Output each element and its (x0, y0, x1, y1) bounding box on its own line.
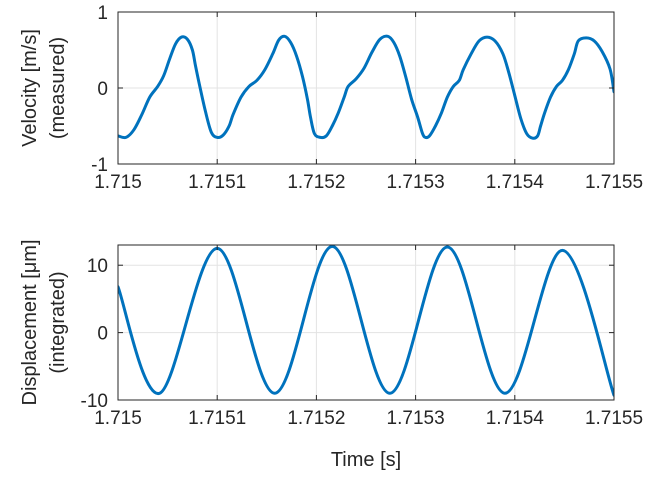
y-axis-label: Velocity [m/s] (19, 29, 41, 147)
y-tick-label: -10 (81, 391, 108, 412)
x-tick-label: 1.7155 (585, 172, 643, 193)
y-tick-label: -1 (91, 155, 108, 176)
y-tick-label: 10 (87, 256, 108, 277)
x-axis-label: Time [s] (331, 449, 401, 471)
series-line-1 (118, 34, 614, 140)
series-line-1 (118, 245, 614, 397)
x-tick-label: 1.7153 (387, 408, 445, 429)
x-tick-label: 1.7152 (287, 172, 345, 193)
axes-box (117, 244, 615, 401)
y-axis-label: (measured) (47, 37, 69, 139)
x-tick-label: 1.7155 (585, 408, 643, 429)
y-tick-label: 0 (97, 79, 108, 100)
x-tick-label: 1.7154 (486, 172, 545, 193)
x-tick-label: 1.715 (94, 408, 142, 429)
plot-area (118, 245, 614, 400)
x-tick-label: 1.7151 (188, 172, 246, 193)
y-tick-label: 1 (97, 3, 108, 24)
x-tick-label: 1.7151 (188, 408, 246, 429)
x-tick-label: 1.7154 (486, 408, 545, 429)
subplot-2: 1.715 1.7151 1.7152 1.7153 1.7154 1.7155 -10 0 1… (19, 239, 643, 471)
subplot-1: 1.715 1.7151 1.7152 1.7153 1.7154 1.7155 -1 0 1 V… (19, 3, 643, 193)
x-tick-label: 1.7153 (387, 172, 445, 193)
x-tick-label: 1.7152 (287, 408, 345, 429)
y-tick-label: 0 (97, 324, 108, 345)
y-axis-label: (integrated) (47, 271, 69, 373)
x-tick-label: 1.715 (94, 172, 142, 193)
y-axis-label: Displacement [μm] (19, 239, 41, 405)
